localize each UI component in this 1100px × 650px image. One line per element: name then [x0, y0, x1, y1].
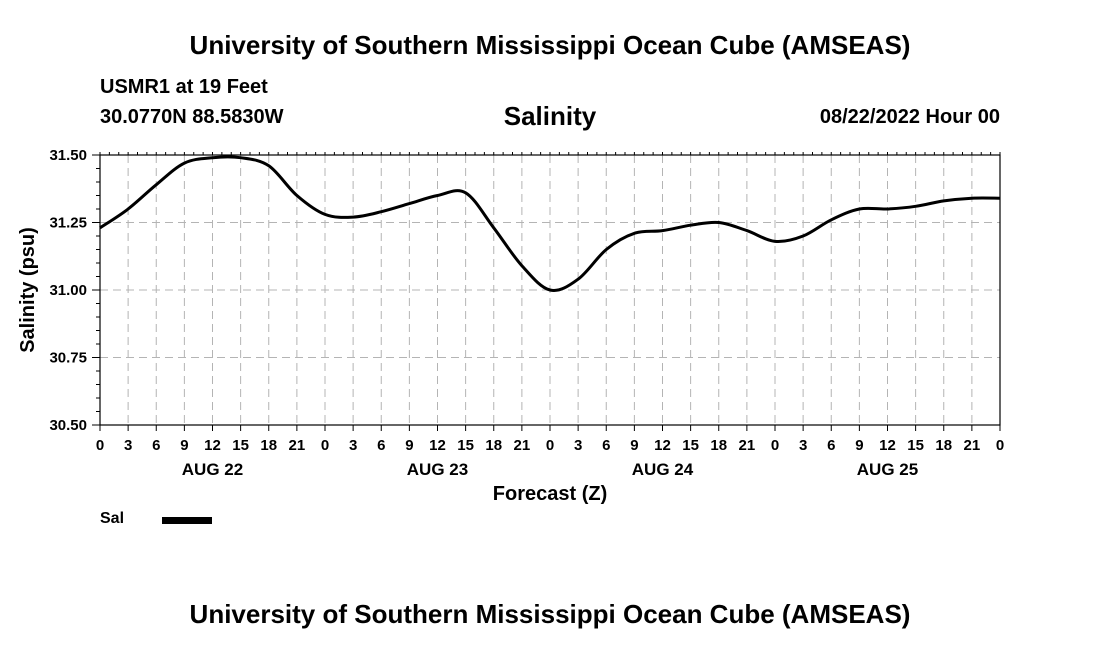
x-tick-label: 0	[96, 437, 104, 454]
y-tick-label: 31.00	[49, 282, 87, 299]
x-tick-label: 0	[321, 437, 329, 454]
legend-swatch	[162, 517, 212, 524]
x-tick-label: 18	[935, 437, 952, 454]
x-tick-label: 21	[289, 437, 306, 454]
day-label: AUG 22	[182, 460, 243, 479]
y-tick-label: 31.25	[49, 215, 87, 232]
chart-title: Salinity	[503, 101, 597, 131]
x-tick-label: 12	[429, 437, 446, 454]
series-layer	[99, 155, 1001, 292]
station-coordinates: 30.0770N 88.5830W	[100, 106, 284, 128]
x-tick-label: 9	[405, 437, 413, 454]
x-tick-label: 15	[457, 437, 474, 454]
legend-label: Sal	[100, 510, 125, 527]
x-tick-label: 12	[654, 437, 671, 454]
x-tick-label: 3	[799, 437, 807, 454]
axis-ticks	[92, 152, 1001, 431]
y-tick-label: 30.75	[49, 350, 87, 367]
x-tick-label: 3	[574, 437, 582, 454]
x-tick-label: 18	[710, 437, 727, 454]
x-tick-label: 15	[907, 437, 924, 454]
run-time: 08/22/2022 Hour 00	[819, 106, 1000, 128]
x-axis-title: Forecast (Z)	[493, 483, 607, 505]
x-tick-label: 6	[377, 437, 385, 454]
x-tick-label: 9	[180, 437, 188, 454]
station-name: USMR1 at 19 Feet	[100, 76, 268, 98]
x-tick-label: 3	[124, 437, 132, 454]
x-tick-label: 21	[739, 437, 756, 454]
x-tick-label: 3	[349, 437, 357, 454]
x-tick-label: 6	[152, 437, 160, 454]
grid-lines	[100, 155, 1000, 425]
x-tick-label: 18	[260, 437, 277, 454]
x-tick-label: 12	[879, 437, 896, 454]
day-label: AUG 23	[407, 460, 468, 479]
x-tick-label: 0	[771, 437, 779, 454]
series-line-sal	[99, 155, 1001, 292]
axis-labels: 0 3 6 9 12 15 18 21 0 3 6 9 12 15 18 21 0 3 6 9 12 15 18 21 0 3 6 9…	[17, 147, 1004, 505]
day-label: AUG 24	[632, 460, 694, 479]
footer-title: University of Southern Mississippi Ocean…	[189, 599, 911, 629]
x-tick-label: 21	[514, 437, 531, 454]
x-tick-label: 12	[204, 437, 221, 454]
x-tick-label: 0	[996, 437, 1004, 454]
x-tick-label: 9	[855, 437, 863, 454]
day-label: AUG 25	[857, 460, 918, 479]
x-tick-label: 0	[546, 437, 554, 454]
x-tick-label: 21	[964, 437, 981, 454]
x-tick-label: 15	[232, 437, 249, 454]
x-tick-label: 6	[827, 437, 835, 454]
header-title: University of Southern Mississippi Ocean…	[189, 30, 911, 60]
x-tick-label: 9	[630, 437, 638, 454]
y-tick-label: 31.50	[49, 147, 87, 164]
plot-frame	[99, 154, 1001, 426]
x-tick-label: 15	[682, 437, 699, 454]
x-tick-label: 6	[602, 437, 610, 454]
x-tick-label: 18	[485, 437, 502, 454]
y-axis-title: Salinity (psu)	[17, 227, 39, 353]
y-tick-label: 30.50	[49, 417, 87, 434]
